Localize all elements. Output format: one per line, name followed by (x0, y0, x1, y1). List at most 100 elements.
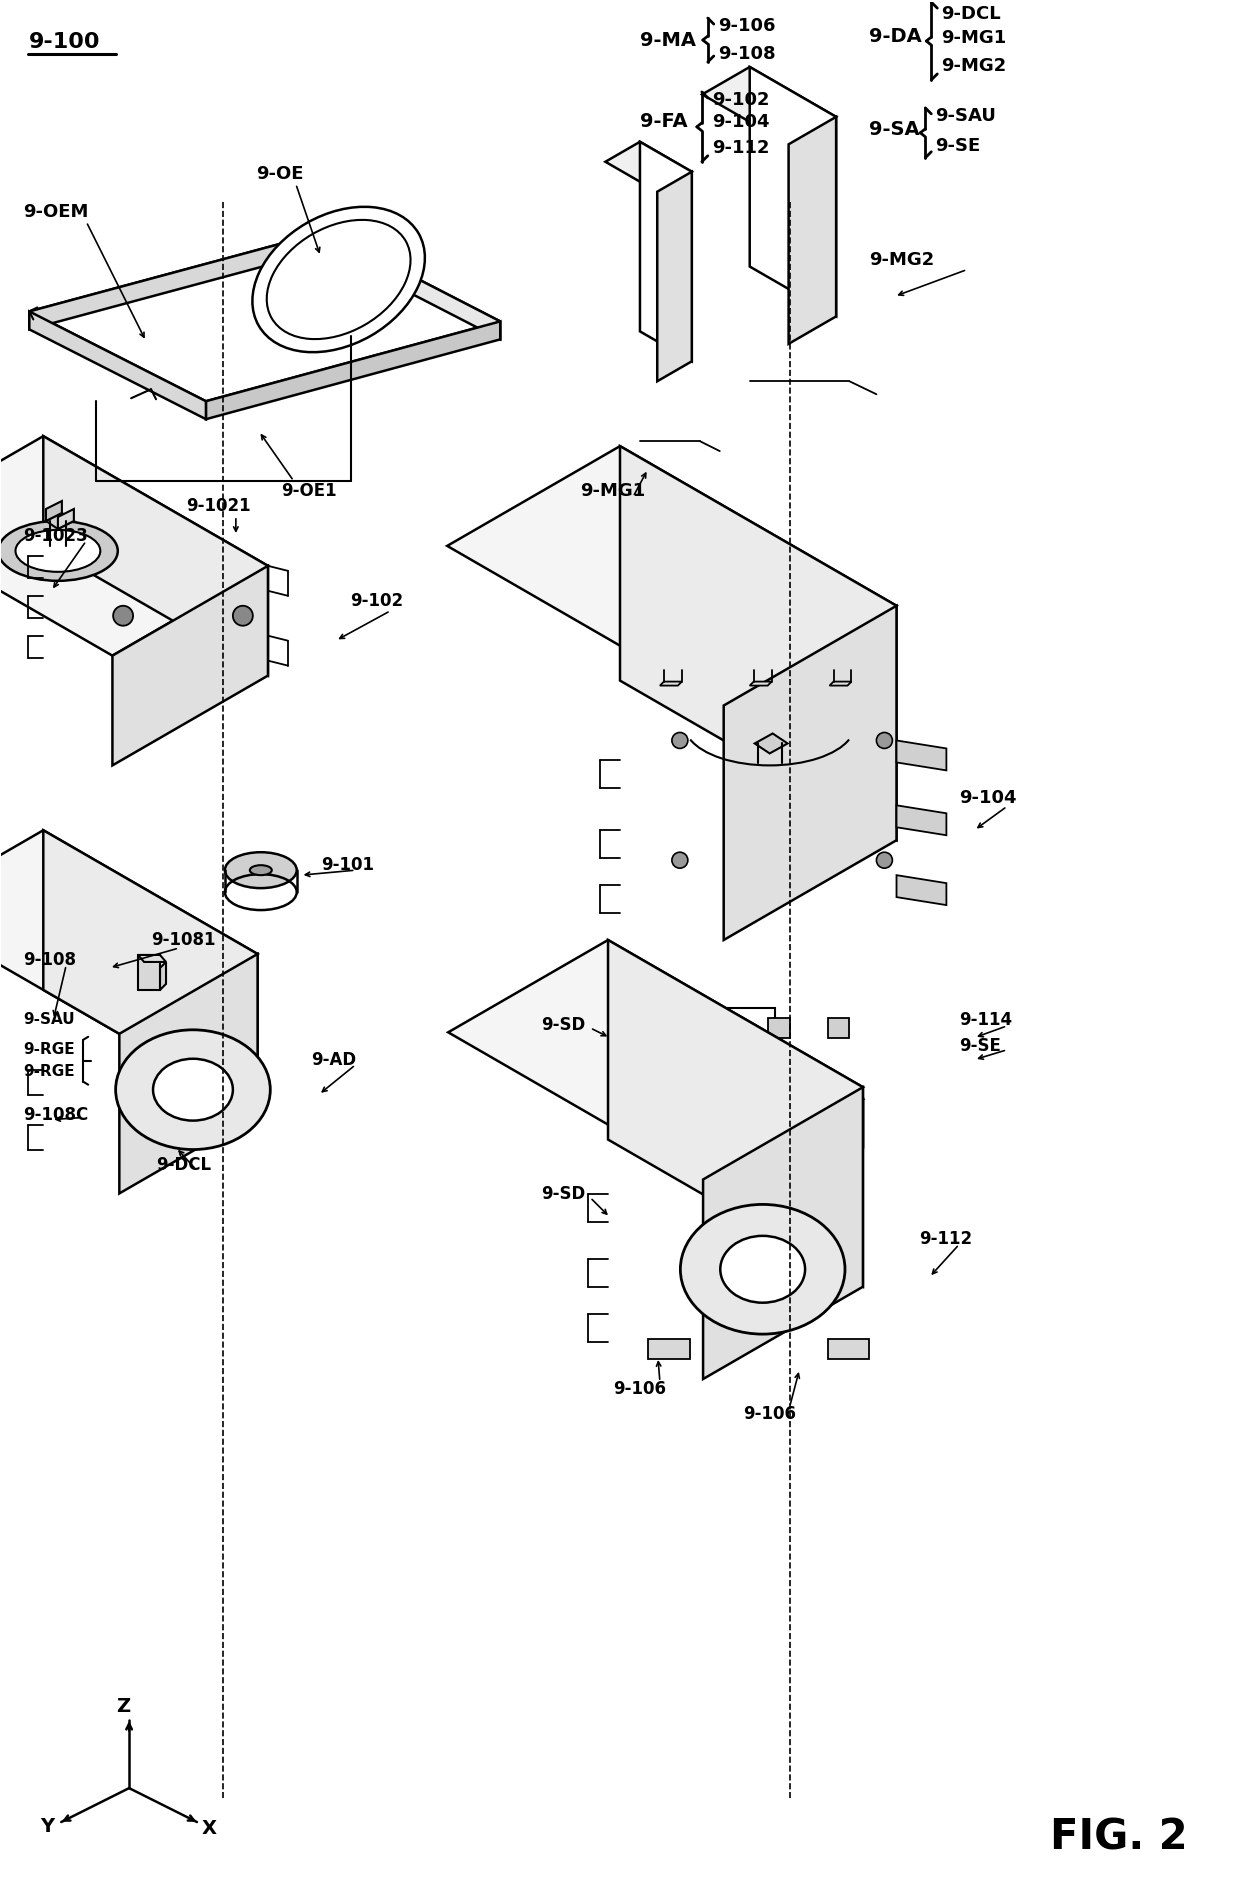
Text: 9-SE: 9-SE (935, 136, 981, 155)
Circle shape (877, 853, 893, 868)
Polygon shape (30, 231, 500, 401)
Text: 9-106: 9-106 (718, 17, 775, 36)
Polygon shape (0, 437, 268, 656)
Polygon shape (43, 830, 258, 1114)
Text: FIG. 2: FIG. 2 (1050, 1817, 1188, 1859)
Polygon shape (649, 1339, 689, 1360)
Text: 9-112: 9-112 (919, 1231, 972, 1248)
Text: 9-SD: 9-SD (541, 1015, 585, 1034)
Polygon shape (703, 1087, 863, 1379)
Text: 9-108: 9-108 (718, 45, 775, 62)
Polygon shape (789, 117, 836, 344)
Text: 9-112: 9-112 (712, 138, 769, 157)
Polygon shape (58, 509, 74, 529)
Text: 9-101: 9-101 (321, 857, 373, 874)
Polygon shape (827, 1339, 869, 1360)
Ellipse shape (15, 529, 100, 571)
Text: 9-1021: 9-1021 (186, 497, 250, 514)
Polygon shape (768, 1017, 790, 1038)
Polygon shape (729, 1099, 863, 1223)
Text: 9-DCL: 9-DCL (941, 6, 1001, 23)
Polygon shape (113, 565, 268, 766)
Polygon shape (897, 876, 946, 906)
Polygon shape (750, 681, 771, 686)
Text: 9-102: 9-102 (351, 592, 404, 609)
Polygon shape (608, 940, 863, 1286)
Polygon shape (448, 940, 863, 1180)
Polygon shape (640, 142, 692, 361)
Polygon shape (206, 321, 500, 420)
Ellipse shape (267, 219, 410, 338)
Polygon shape (608, 951, 863, 1148)
Ellipse shape (681, 1205, 844, 1335)
Ellipse shape (115, 1031, 270, 1150)
Polygon shape (657, 172, 692, 382)
Text: 9-DCL: 9-DCL (156, 1155, 211, 1174)
Text: 9-MG1: 9-MG1 (580, 482, 645, 499)
Polygon shape (755, 734, 787, 753)
Text: 9-SA: 9-SA (869, 121, 920, 140)
Text: 9-1081: 9-1081 (151, 930, 216, 949)
Polygon shape (0, 830, 258, 1034)
Text: 9-OE: 9-OE (255, 165, 304, 183)
Text: 9-MA: 9-MA (640, 30, 696, 49)
Polygon shape (750, 66, 836, 316)
Text: 9-MG2: 9-MG2 (869, 250, 935, 269)
Text: 9-114: 9-114 (960, 1012, 1012, 1029)
Polygon shape (448, 446, 897, 705)
Text: 9-DA: 9-DA (869, 26, 923, 45)
Circle shape (672, 732, 688, 749)
Circle shape (113, 605, 133, 626)
Text: 9-100: 9-100 (30, 32, 100, 53)
Polygon shape (897, 741, 946, 770)
Polygon shape (30, 312, 206, 420)
Ellipse shape (224, 853, 296, 889)
Ellipse shape (0, 520, 118, 581)
Polygon shape (46, 512, 74, 529)
Polygon shape (660, 681, 682, 686)
Polygon shape (138, 955, 160, 989)
Polygon shape (326, 231, 500, 338)
Text: 9-SE: 9-SE (960, 1036, 1001, 1055)
Polygon shape (620, 446, 897, 840)
Polygon shape (119, 953, 258, 1193)
Polygon shape (605, 142, 692, 191)
Polygon shape (724, 605, 897, 940)
Polygon shape (46, 501, 62, 520)
Text: X: X (201, 1819, 217, 1838)
Text: 9-SD: 9-SD (541, 1186, 585, 1203)
Polygon shape (43, 437, 268, 675)
Polygon shape (827, 1017, 849, 1038)
Circle shape (672, 853, 688, 868)
Ellipse shape (720, 1237, 805, 1303)
Polygon shape (138, 955, 166, 963)
Polygon shape (719, 1008, 775, 1042)
Circle shape (877, 732, 893, 749)
Polygon shape (649, 1017, 670, 1038)
Text: 9-OEM: 9-OEM (24, 202, 89, 221)
Polygon shape (702, 66, 836, 144)
Text: 9-104: 9-104 (960, 789, 1017, 807)
Text: 9-SAU: 9-SAU (24, 1012, 74, 1027)
Text: 9-SAU: 9-SAU (935, 108, 996, 125)
Text: 9-108C: 9-108C (24, 1106, 88, 1123)
Text: 9-104: 9-104 (712, 113, 769, 130)
Ellipse shape (249, 866, 272, 876)
Text: 9-AD: 9-AD (311, 1051, 356, 1068)
Text: 9-106: 9-106 (614, 1380, 666, 1397)
Text: 9-OE1: 9-OE1 (280, 482, 336, 499)
Polygon shape (830, 681, 852, 686)
Text: Z: Z (117, 1696, 130, 1715)
Text: 9-108: 9-108 (24, 951, 77, 968)
Polygon shape (474, 951, 863, 1176)
Text: Y: Y (40, 1817, 55, 1836)
Text: 9-RGE: 9-RGE (24, 1065, 74, 1080)
Text: 9-MG2: 9-MG2 (941, 57, 1007, 76)
Ellipse shape (153, 1059, 233, 1121)
Text: 9-MG1: 9-MG1 (941, 28, 1007, 47)
Text: 9-102: 9-102 (712, 91, 769, 110)
Polygon shape (160, 963, 166, 989)
Polygon shape (30, 231, 326, 329)
Text: 9-1023: 9-1023 (24, 528, 88, 545)
Circle shape (233, 605, 253, 626)
